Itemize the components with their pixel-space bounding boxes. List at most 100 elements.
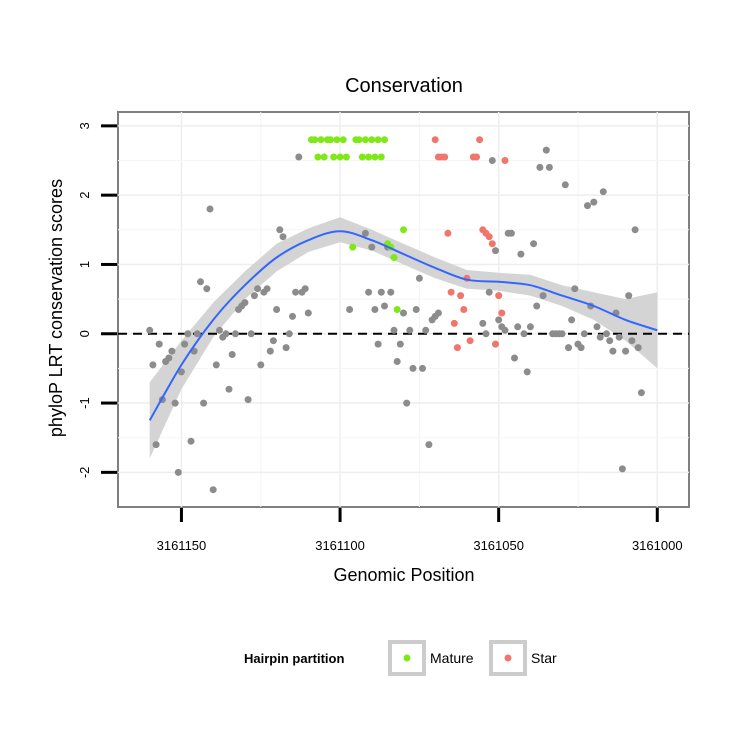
data-point-other bbox=[517, 250, 525, 258]
data-point-star bbox=[473, 153, 480, 161]
data-point-other bbox=[618, 465, 626, 473]
x-tick-label: 3161150 bbox=[157, 538, 207, 553]
data-point-other bbox=[400, 309, 407, 317]
data-point-other bbox=[479, 319, 487, 327]
data-point-other bbox=[406, 326, 414, 334]
y-tick-label: -1 bbox=[77, 397, 92, 409]
data-point-star bbox=[457, 292, 465, 300]
data-point-star bbox=[498, 309, 506, 317]
x-tick-label: 3161100 bbox=[315, 538, 365, 553]
data-point-other bbox=[295, 153, 303, 161]
data-point-other bbox=[492, 247, 499, 255]
legend-label-star: Star bbox=[531, 650, 557, 666]
data-point-star bbox=[460, 306, 468, 313]
x-tick-label: 3161000 bbox=[632, 538, 683, 553]
confidence-band-area bbox=[149, 217, 658, 459]
data-point-other bbox=[615, 333, 623, 341]
data-point-other bbox=[507, 229, 515, 237]
y-tick-label: -2 bbox=[77, 467, 92, 479]
data-point-other bbox=[577, 344, 585, 352]
data-point-star bbox=[453, 344, 461, 352]
data-point-star bbox=[492, 340, 499, 348]
smooth-curve-line bbox=[148, 230, 658, 421]
data-point-mature bbox=[393, 306, 401, 313]
data-point-other bbox=[165, 354, 173, 362]
data-point-star bbox=[501, 157, 509, 164]
data-point-other bbox=[193, 330, 201, 338]
data-point-other bbox=[419, 364, 426, 372]
data-point-other bbox=[390, 326, 398, 334]
data-point-other bbox=[304, 309, 312, 317]
data-point-other bbox=[501, 326, 509, 334]
data-point-other bbox=[637, 389, 645, 397]
data-point-other bbox=[225, 385, 233, 393]
data-point-other bbox=[422, 326, 430, 334]
data-point-other bbox=[606, 337, 614, 345]
plot-area bbox=[117, 111, 690, 508]
data-point-other bbox=[269, 337, 277, 345]
data-point-other bbox=[539, 292, 547, 300]
data-point-mature bbox=[355, 136, 363, 144]
data-point-mature bbox=[400, 226, 407, 234]
data-point-other bbox=[536, 163, 544, 171]
data-point-other bbox=[244, 396, 252, 404]
data-point-other bbox=[254, 285, 262, 293]
legend: Hairpin partition Mature Star bbox=[244, 640, 557, 676]
chart-title: Conservation bbox=[345, 75, 463, 97]
data-point-other bbox=[530, 240, 538, 248]
gridlines bbox=[118, 112, 689, 507]
data-point-mature bbox=[320, 153, 328, 161]
data-point-other bbox=[568, 316, 576, 324]
data-point-other bbox=[387, 288, 395, 296]
data-point-other bbox=[301, 285, 309, 293]
data-point-other bbox=[596, 333, 604, 341]
data-point-other bbox=[231, 330, 239, 338]
data-point-mature bbox=[330, 153, 338, 161]
data-point-mature bbox=[339, 136, 347, 144]
data-point-mature bbox=[314, 153, 322, 161]
data-point-mature bbox=[327, 136, 334, 144]
data-point-other bbox=[482, 330, 490, 338]
data-points bbox=[146, 136, 645, 494]
data-point-other bbox=[412, 306, 420, 313]
data-point-other bbox=[241, 299, 249, 307]
data-point-star bbox=[447, 288, 455, 296]
data-point-other bbox=[514, 323, 522, 331]
y-tick-label: 3 bbox=[77, 122, 92, 129]
y-axis-label: phyloP LRT conservation scores bbox=[46, 179, 66, 437]
data-point-other bbox=[181, 340, 189, 348]
data-point-mature bbox=[381, 136, 388, 144]
data-point-other bbox=[276, 226, 284, 234]
data-point-other bbox=[520, 330, 528, 338]
data-point-other bbox=[603, 330, 610, 338]
data-point-mature bbox=[336, 153, 344, 161]
data-point-star bbox=[450, 319, 458, 327]
data-point-other bbox=[155, 340, 163, 348]
data-point-other bbox=[396, 340, 404, 348]
data-point-other bbox=[590, 198, 598, 206]
data-point-mature bbox=[349, 243, 357, 251]
data-point-other bbox=[263, 285, 271, 293]
legend-entry-star: Star bbox=[489, 640, 557, 676]
data-point-mature bbox=[374, 136, 382, 144]
y-tick-label: 2 bbox=[77, 192, 92, 199]
data-point-other bbox=[266, 347, 274, 355]
data-point-other bbox=[206, 205, 214, 213]
data-point-other bbox=[631, 226, 639, 234]
data-point-other bbox=[485, 288, 493, 296]
data-point-other bbox=[247, 330, 255, 338]
data-point-star bbox=[441, 153, 449, 161]
data-point-other bbox=[495, 316, 503, 324]
data-point-other bbox=[558, 330, 566, 338]
x-tick-label: 3161050 bbox=[473, 538, 524, 553]
data-point-mature bbox=[368, 136, 376, 144]
smooth-curve bbox=[148, 230, 658, 421]
data-point-other bbox=[526, 323, 534, 331]
legend-title: Hairpin partition bbox=[244, 651, 344, 666]
data-point-other bbox=[222, 330, 230, 338]
data-point-mature bbox=[371, 153, 379, 161]
data-point-other bbox=[228, 351, 236, 358]
data-point-other bbox=[292, 288, 300, 296]
data-point-other bbox=[273, 306, 281, 313]
